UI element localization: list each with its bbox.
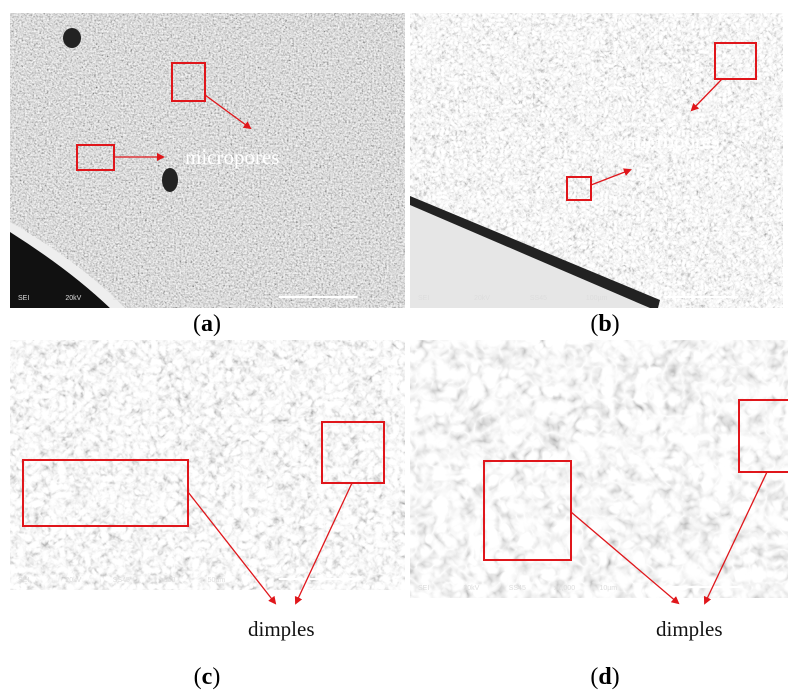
scale-text: 20kV xyxy=(474,295,490,302)
caption-part: b xyxy=(598,311,611,337)
caption-part: ( xyxy=(590,311,598,337)
panel-caption: (d) xyxy=(590,664,619,690)
scale-text: x50 xyxy=(160,295,171,302)
micrograph-panel: SEI 20kV SS45 100µm micropores (b) xyxy=(410,13,783,337)
sem-texture xyxy=(10,340,405,590)
micrograph-panel: SEI 20kV SS45 x1,000 10µm dimples (d) xyxy=(410,340,788,690)
sem-texture xyxy=(410,340,788,598)
pore xyxy=(63,28,81,48)
panel-caption: (b) xyxy=(590,311,619,337)
scale-text: SS45 xyxy=(509,585,526,592)
annotation: dimples xyxy=(248,617,315,641)
scale-text: 500µm xyxy=(208,295,230,302)
scale-text: 50µm xyxy=(208,577,226,584)
annotation: dimples xyxy=(656,617,723,641)
page: {"panels": [ {"caption": ["(", "a", ")"]… xyxy=(0,0,788,695)
scale-text: SS45 xyxy=(113,577,130,584)
pore xyxy=(162,168,178,192)
figure: SEI20kVSS45x50500µmmicropores(a)SEI20kVS… xyxy=(0,0,788,695)
scale-text: 20kV xyxy=(65,295,81,302)
scale-text: x1,000 xyxy=(554,585,575,592)
caption-part: ( xyxy=(194,664,202,690)
scale-text: x500 xyxy=(160,577,175,584)
micrograph-panel: SEI 20kV SS45 x500 50µm dimples (c) xyxy=(10,340,405,690)
caption-part: c xyxy=(202,664,213,690)
scale-text: SS45 xyxy=(113,295,130,302)
sem-image: SEI 20kV SS45 x1,000 10µm xyxy=(410,340,788,598)
scale-text: SEI xyxy=(18,295,29,302)
annotation: micropores xyxy=(185,145,279,169)
caption-part: ( xyxy=(590,664,598,690)
sem-image: SEI 20kV SS45 x500 50µm xyxy=(10,340,405,590)
scale-text: SS45 xyxy=(530,295,547,302)
scale-text: SEI xyxy=(418,295,429,302)
scale-text: 100µm xyxy=(586,295,608,302)
caption-part: ) xyxy=(212,664,220,690)
panel-caption: (c) xyxy=(194,664,221,690)
caption-part: ( xyxy=(193,311,201,337)
scale-text: 10µm xyxy=(599,585,617,592)
micrograph-panel: SEI 20kV SS45 x50 500µm micropores (a) xyxy=(10,13,405,337)
caption-part: d xyxy=(598,664,612,690)
caption-part: a xyxy=(201,311,213,337)
scale-text: 20kV xyxy=(65,577,81,584)
scale-text: 20kV xyxy=(463,585,479,592)
sem-image: SEI 20kV SS45 100µm xyxy=(410,13,783,308)
caption-part: ) xyxy=(612,311,620,337)
scale-text: SEI xyxy=(18,577,29,584)
panel-caption: (a) xyxy=(193,311,221,337)
scale-text: SEI xyxy=(418,585,429,592)
annotation: micropores xyxy=(625,129,719,153)
caption-part: ) xyxy=(612,664,620,690)
caption-part: ) xyxy=(213,311,221,337)
